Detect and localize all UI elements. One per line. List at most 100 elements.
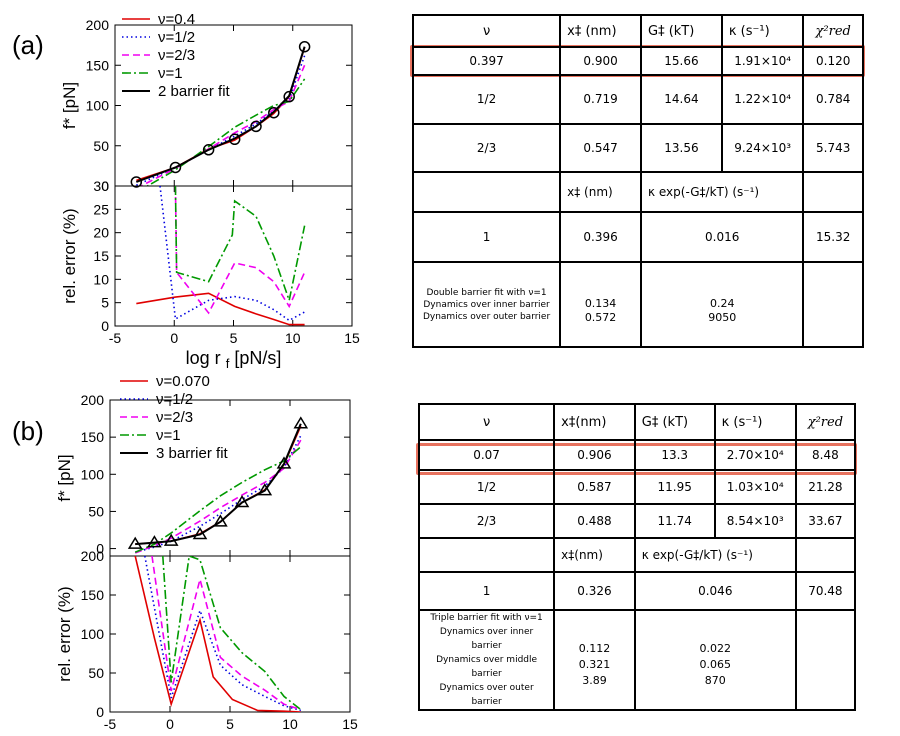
y-tick-label: 5: [101, 295, 109, 311]
series-line-green: [174, 186, 306, 304]
table-a-empty: [411, 170, 562, 214]
y-axis-label: rel. error (%): [55, 586, 74, 681]
series-line-magenta: [151, 556, 302, 711]
data-point: [276, 456, 292, 469]
table-a-cell: 2/3: [411, 122, 562, 173]
legend-entry: 3 barrier fit: [156, 445, 229, 462]
table-a-cell: 1: [411, 211, 562, 264]
x-tick-label: 0: [166, 716, 174, 732]
table-a-head2-k: κ exp(-G‡/kT) (s⁻¹): [639, 170, 805, 214]
panel-a-label: (a): [12, 30, 44, 60]
x-tick-label: 10: [282, 716, 298, 732]
y-tick-label: 20: [93, 225, 109, 241]
x-tick-label: -5: [104, 716, 117, 732]
table-a-cell: 13.56: [640, 122, 723, 173]
series-line-red: [134, 556, 301, 712]
table-b-row: 1 0.326 0.046 70.48: [417, 571, 857, 611]
data-point: [202, 144, 215, 156]
y-tick-label: 150: [86, 57, 110, 73]
table-b-note: Dynamics over inner barrier: [439, 627, 534, 651]
table-a-notes: Double barrier fit with ν=1 Dynamics ove…: [411, 261, 562, 348]
data-point: [213, 514, 228, 527]
table-b-notes: Triple barrier fit with ν=1 Dynamics ove…: [417, 609, 556, 711]
data-point: [127, 536, 143, 549]
data-point: [268, 106, 280, 119]
table-a-cell: 0.900: [559, 46, 642, 77]
x-tick-label: -5: [109, 330, 122, 346]
table-b-note: Triple barrier fit with ν=1: [430, 613, 543, 623]
y-tick-label: 0: [96, 541, 104, 557]
table-a-cell: 15.66: [640, 46, 723, 77]
y-tick-label: 200: [81, 548, 105, 564]
table-b-head-chi: χ²red: [794, 403, 857, 441]
x-tick-label: 15: [344, 330, 360, 346]
plot-frame: [109, 555, 351, 713]
y-axis-label: f* [pN]: [55, 454, 74, 501]
table-b-cell: 0.07: [417, 439, 556, 471]
y-tick-label: 0: [96, 704, 104, 720]
series-line-magenta: [174, 186, 306, 315]
table-b-cell: 1.03×10⁴: [713, 469, 797, 505]
legend-entry: ν=2/3: [156, 409, 193, 426]
table-a-note: Double barrier fit with ν=1: [426, 287, 547, 298]
y-tick-label: 15: [93, 248, 109, 264]
legend-entry: 2 barrier fit: [158, 83, 231, 100]
table-a-notes-k: 0.24 9050: [639, 261, 805, 348]
table-b-note: Dynamics over outer barrier: [439, 683, 534, 707]
x-axis-label: log r f [pN/s]: [182, 734, 278, 736]
table-a-note-k: 0.24: [709, 296, 735, 310]
table-a-note-x: 0.134: [584, 296, 617, 310]
series-line-black: [135, 423, 302, 546]
legend-entry: ν=1/2: [158, 29, 195, 46]
table-b-head2-x: x‡(nm): [553, 537, 636, 573]
series-line-blue: [135, 55, 306, 186]
legend-entry: ν=2/3: [158, 47, 195, 64]
table-a-cell: 1.91×10⁴: [720, 46, 805, 77]
table-a-notes-x: 0.134 0.572: [559, 261, 642, 348]
table-a-cell: 1/2: [411, 74, 562, 125]
table-b-cell: 0.046: [633, 571, 797, 611]
table-a-cell: 0.719: [559, 74, 642, 125]
table-b-cell: 0.488: [553, 503, 636, 539]
data-point: [192, 526, 208, 540]
y-tick-label: 10: [93, 271, 109, 287]
table-b-row: 1/2 0.587 11.95 1.03×10⁴ 21.28: [417, 469, 857, 505]
table-b-cell: 2.70×10⁴: [713, 439, 797, 471]
series-line-green: [162, 556, 302, 711]
table-b-note-k: 870: [704, 674, 726, 687]
table-b-notes-x: 0.112 0.321 3.89: [553, 609, 636, 711]
y-tick-label: 0: [101, 318, 109, 334]
x-tick-label: 15: [342, 716, 358, 732]
table-a-cell: 0.547: [559, 122, 642, 173]
table-a-row: 0.397 0.900 15.66 1.91×10⁴ 0.120: [411, 46, 864, 77]
y-axis-label: f* [pN]: [60, 82, 79, 129]
data-point: [228, 133, 241, 146]
data-point: [298, 40, 311, 53]
series-line-green: [134, 446, 302, 554]
table-a-cell: 0.120: [802, 46, 864, 77]
table-a-note: Dynamics over inner barrier: [423, 299, 550, 310]
table-b-cell: 1/2: [417, 469, 556, 505]
x-tick-label: 5: [230, 330, 238, 346]
table-b: ν x‡(nm) G‡ (kT) κ (s⁻¹) χ²red 0.07 0.90…: [417, 403, 857, 711]
table-a-cell: 15.32: [802, 211, 864, 264]
y-tick-label: 100: [81, 626, 105, 642]
table-b-row: 2/3 0.488 11.74 8.54×10³ 33.67: [417, 503, 857, 539]
table-a-head-k: κ (s⁻¹): [720, 13, 805, 49]
table-b-cell: 33.67: [794, 503, 857, 539]
series-line-red: [136, 292, 305, 326]
series-line-blue: [159, 186, 305, 322]
table-a-cell: 9.24×10³: [720, 122, 805, 173]
table-a-head-x: x‡ (nm): [559, 13, 642, 49]
data-point: [293, 416, 309, 429]
y-tick-label: 0: [101, 178, 109, 194]
table-b-cell: 13.3: [633, 439, 716, 471]
table-b-head2-k: κ exp(-G‡/kT) (s⁻¹): [633, 537, 797, 573]
table-a-note-k: 9050: [708, 310, 737, 324]
table-b-head-x: x‡(nm): [553, 403, 636, 441]
table-b-notes-row: Triple barrier fit with ν=1 Dynamics ove…: [417, 609, 857, 711]
table-b-cell: 1: [417, 571, 556, 611]
table-b-note-k: 0.065: [699, 658, 732, 671]
table-b-cell: 11.95: [633, 469, 716, 505]
